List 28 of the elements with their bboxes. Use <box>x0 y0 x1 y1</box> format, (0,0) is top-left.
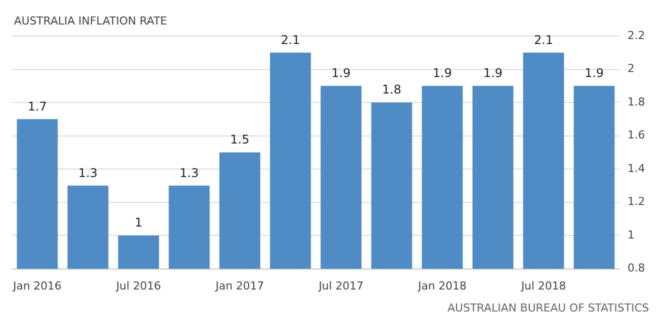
x-tick-label: Jan 2017 <box>214 279 264 292</box>
x-tick-label: Jul 2016 <box>115 279 161 292</box>
data-label: 1 <box>134 216 142 230</box>
data-label: 1.5 <box>230 132 250 147</box>
y-tick-label: 1.8 <box>628 95 646 108</box>
text: AUSTRALIAN BUREAU OF STATISTICS <box>448 301 650 314</box>
y-tick-label: 1.6 <box>628 128 646 142</box>
chart-title: AUSTRALIA INFLATION RATE <box>14 14 168 28</box>
data-label: 1.3 <box>180 166 199 180</box>
data-label: 1.9 <box>432 66 452 80</box>
data-label: 1.8 <box>382 82 402 97</box>
data-label: 2.1 <box>534 32 554 47</box>
data-label: 1.7 <box>28 99 47 114</box>
y-tick-label: 1.2 <box>628 195 646 208</box>
y-tick-label: 2.2 <box>628 28 646 42</box>
x-tick-label: Jan 2016 <box>12 279 62 292</box>
data-label: 2.1 <box>280 32 300 47</box>
x-tick-label: Jul 2017 <box>318 279 364 292</box>
x-tick-label: Jul 2018 <box>520 279 566 292</box>
y-tick-label: 0.8 <box>628 262 646 275</box>
data-label: 1.3 <box>78 166 98 180</box>
data-label: 1.9 <box>483 66 502 80</box>
x-tick-label: Jan 2018 <box>417 279 467 292</box>
y-tick-label: 1 <box>628 228 635 242</box>
data-label: 1.9 <box>584 66 604 80</box>
y-tick-label: 1.4 <box>628 162 646 175</box>
y-tick-label: 2 <box>628 62 635 76</box>
data-label: 1.9 <box>332 66 351 80</box>
